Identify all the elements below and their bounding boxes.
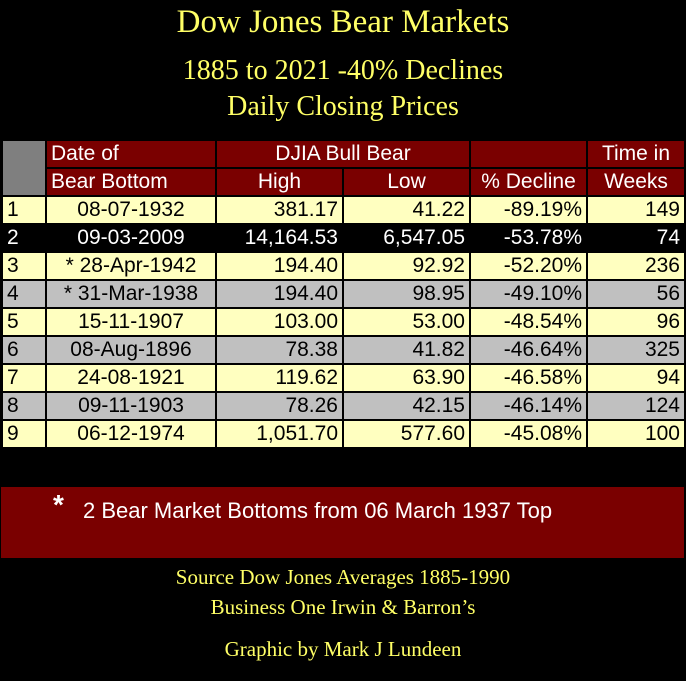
cell-high: 103.00 [215, 307, 344, 337]
table-row: 5 15-11-1907 103.00 53.00 -48.54% 96 [1, 307, 686, 337]
header-decline: % Decline [469, 167, 588, 197]
cell-rank: 4 [1, 279, 47, 309]
cell-low: 98.95 [342, 279, 471, 309]
cell-decline: -53.78% [469, 223, 588, 253]
cell-low: 53.00 [342, 307, 471, 337]
cell-high: 381.17 [215, 195, 344, 225]
table-row: 6 08-Aug-1896 78.38 41.82 -46.64% 325 [1, 335, 686, 365]
header-date-line2: Bear Bottom [45, 167, 217, 197]
cell-rank: 8 [1, 391, 47, 421]
bear-market-table: Date of DJIA Bull Bear Time in Bear Bott… [1, 139, 686, 449]
header-date-line1: Date of [45, 139, 217, 169]
table-row: 2 09-03-2009 14,164.53 6,547.05 -53.78% 74 [1, 223, 686, 253]
cell-date: 09-11-1903 [45, 391, 217, 421]
cell-rank: 7 [1, 363, 47, 393]
source-line-2: Business One Irwin & Barron’s [210, 595, 476, 619]
cell-decline: -46.58% [469, 363, 588, 393]
cell-high: 1,051.70 [215, 419, 344, 449]
cell-date: * 31-Mar-1938 [45, 279, 217, 309]
cell-rank: 9 [1, 419, 47, 449]
footnote-text: 2 Bear Market Bottoms from 06 March 1937… [83, 498, 553, 523]
footnote-box: * 2 Bear Market Bottoms from 06 March 19… [1, 487, 684, 558]
cell-rank: 3 [1, 251, 47, 281]
cell-high: 194.40 [215, 251, 344, 281]
cell-high: 14,164.53 [215, 223, 344, 253]
chart-subtitle-prices: Daily Closing Prices [227, 91, 459, 122]
cell-date: 08-Aug-1896 [45, 335, 217, 365]
cell-high: 78.38 [215, 335, 344, 365]
cell-low: 41.82 [342, 335, 471, 365]
cell-decline: -89.19% [469, 195, 588, 225]
cell-decline: -52.20% [469, 251, 588, 281]
header-time-line2: Weeks [586, 167, 686, 197]
source-line-1: Source Dow Jones Averages 1885-1990 [175, 565, 511, 589]
table-row: 8 09-11-1903 78.26 42.15 -46.14% 124 [1, 391, 686, 421]
cell-date: 24-08-1921 [45, 363, 217, 393]
graphic-credit: Graphic by Mark J Lundeen [224, 637, 462, 661]
cell-low: 63.90 [342, 363, 471, 393]
footnote-asterisk: * [53, 489, 64, 520]
chart-subtitle-range: 1885 to 2021 -40% Declines [182, 55, 504, 86]
header-time-line1: Time in [586, 139, 686, 169]
cell-weeks: 56 [586, 279, 686, 309]
cell-low: 41.22 [342, 195, 471, 225]
header-decline-blank [469, 139, 588, 169]
cell-weeks: 94 [586, 363, 686, 393]
table-row: 7 24-08-1921 119.62 63.90 -46.58% 94 [1, 363, 686, 393]
cell-date: 08-07-1932 [45, 195, 217, 225]
cell-date: 15-11-1907 [45, 307, 217, 337]
cell-rank: 6 [1, 335, 47, 365]
cell-decline: -49.10% [469, 279, 588, 309]
header-high: High [215, 167, 344, 197]
cell-date: 06-12-1974 [45, 419, 217, 449]
cell-weeks: 236 [586, 251, 686, 281]
cell-date: * 28-Apr-1942 [45, 251, 217, 281]
cell-low: 42.15 [342, 391, 471, 421]
cell-rank: 1 [1, 195, 47, 225]
cell-weeks: 124 [586, 391, 686, 421]
cell-weeks: 74 [586, 223, 686, 253]
table-row: 9 06-12-1974 1,051.70 577.60 -45.08% 100 [1, 419, 686, 449]
cell-low: 577.60 [342, 419, 471, 449]
table-row: 3 * 28-Apr-1942 194.40 92.92 -52.20% 236 [1, 251, 686, 281]
cell-date: 09-03-2009 [45, 223, 217, 253]
cell-weeks: 100 [586, 419, 686, 449]
cell-rank: 5 [1, 307, 47, 337]
header-low: Low [342, 167, 471, 197]
cell-low: 6,547.05 [342, 223, 471, 253]
cell-decline: -48.54% [469, 307, 588, 337]
table-body: 1 08-07-1932 381.17 41.22 -89.19% 149 2 09-03-2… [1, 195, 686, 449]
chart-title: Dow Jones Bear Markets [176, 4, 510, 40]
cell-rank: 2 [1, 223, 47, 253]
header-djia-group: DJIA Bull Bear [215, 139, 471, 169]
cell-high: 78.26 [215, 391, 344, 421]
cell-decline: -46.14% [469, 391, 588, 421]
cell-weeks: 325 [586, 335, 686, 365]
cell-weeks: 96 [586, 307, 686, 337]
cell-high: 194.40 [215, 279, 344, 309]
table-row: 4 * 31-Mar-1938 194.40 98.95 -49.10% 56 [1, 279, 686, 309]
cell-decline: -46.64% [469, 335, 588, 365]
cell-low: 92.92 [342, 251, 471, 281]
cell-high: 119.62 [215, 363, 344, 393]
cell-decline: -45.08% [469, 419, 588, 449]
cell-weeks: 149 [586, 195, 686, 225]
header-corner-cell [1, 139, 47, 197]
table-row: 1 08-07-1932 381.17 41.22 -89.19% 149 [1, 195, 686, 225]
